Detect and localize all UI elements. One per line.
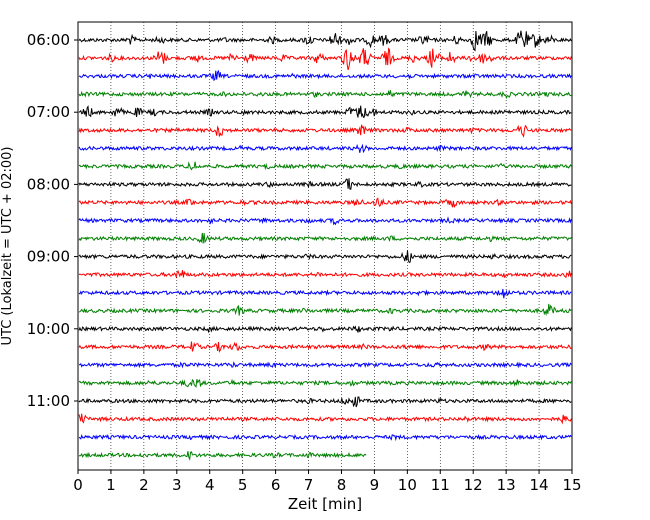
x-tick-label: 15 [562,476,581,494]
trace-line [78,105,572,118]
x-tick-label: 7 [304,476,314,494]
trace-line [78,124,572,138]
trace-line [78,288,572,299]
x-axis: 0 1 2 3 4 5 6 7 8 9 10 11 12 13 14 15 [73,470,582,494]
trace-line [78,197,572,208]
trace-line [78,69,572,82]
x-tick-label: 2 [139,476,149,494]
x-tick-label: 0 [73,476,83,494]
x-tick-label: 13 [497,476,516,494]
x-tick-label: 10 [398,476,417,494]
x-tick-label: 14 [530,476,549,494]
trace-line [78,89,572,100]
trace-line [78,250,572,264]
trace-line [78,30,572,52]
x-tick-label: 4 [205,476,215,494]
trace-line [78,178,572,190]
y-axis: 06:00 07:00 08:00 09:00 10:00 11:00 [27,31,78,410]
y-tick-label: 07:00 [27,103,70,121]
trace-line [78,303,572,317]
trace-line [78,341,572,353]
trace-line [78,396,572,408]
x-tick-label: 9 [370,476,380,494]
y-axis-label: UTC (Lokalzeit = UTC + 02:00) [0,147,15,346]
y-tick-label: 06:00 [27,31,70,49]
plot-frame [77,21,573,471]
trace-line [78,216,572,226]
trace-line [78,269,572,279]
x-axis-label: Zeit [min] [288,495,362,513]
y-tick-label: 08:00 [27,175,70,193]
trace-lines [78,30,572,461]
trace-line [78,451,367,461]
x-tick-label: 11 [431,476,450,494]
trace-line [78,433,572,442]
trace-line [78,325,572,334]
x-tick-label: 12 [464,476,483,494]
x-tick-label: 8 [337,476,347,494]
x-tick-label: 5 [238,476,248,494]
x-tick-label: 1 [106,476,116,494]
y-tick-label: 11:00 [27,392,70,410]
trace-line [78,47,572,71]
y-tick-label: 09:00 [27,248,70,266]
trace-line [78,161,572,171]
y-tick-label: 10:00 [27,320,70,338]
trace-line [78,232,572,244]
trace-line [78,143,572,154]
trace-line [78,378,572,388]
trace-line [78,413,572,425]
x-tick-label: 3 [172,476,182,494]
trace-line [79,361,572,369]
x-tick-label: 6 [271,476,281,494]
